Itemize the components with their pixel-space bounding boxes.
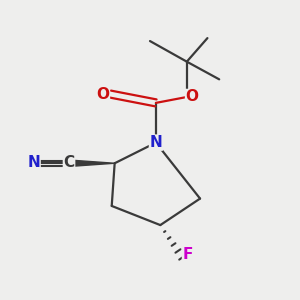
Text: N: N <box>27 155 40 170</box>
Text: O: O <box>96 87 110 102</box>
Text: C: C <box>64 155 75 170</box>
Text: O: O <box>186 89 199 104</box>
Polygon shape <box>69 160 115 166</box>
Text: F: F <box>182 247 193 262</box>
Text: N: N <box>149 135 162 150</box>
